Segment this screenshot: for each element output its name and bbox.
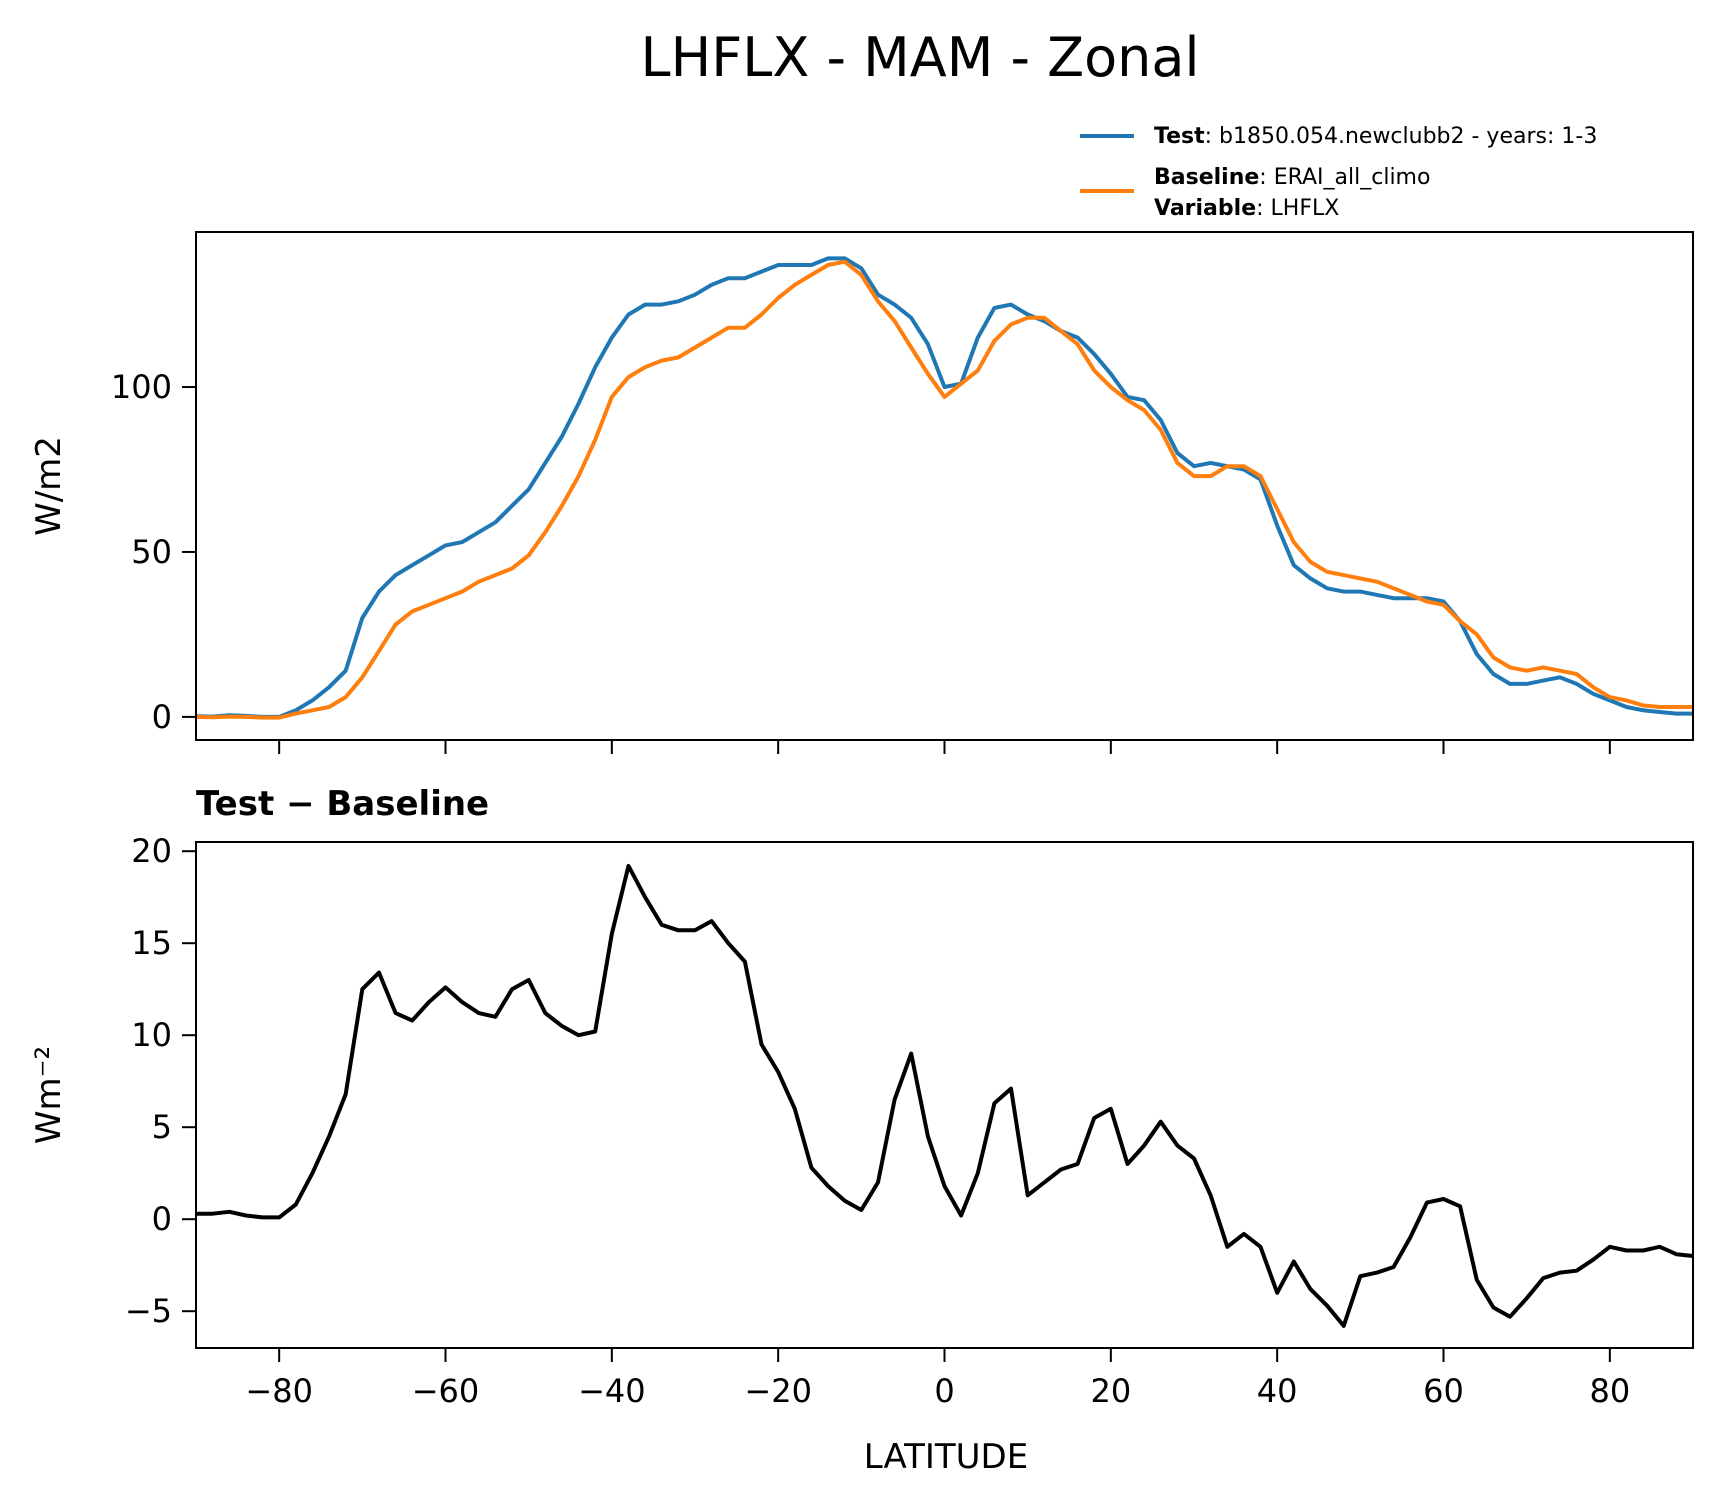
legend-variable-label: Variable: LHFLX [1154, 196, 1339, 221]
x-tick-label: 60 [1423, 1372, 1464, 1410]
x-tick-label: 20 [1090, 1372, 1131, 1410]
x-tick-label: 40 [1257, 1372, 1298, 1410]
x-tick-label: −60 [412, 1372, 480, 1410]
legend-baseline-label: Baseline: ERAI_all_climo [1154, 165, 1430, 190]
top-y-tick-label: 50 [131, 533, 172, 571]
diff-y-tick-label: −5 [125, 1292, 172, 1330]
diff-y-tick-label: 5 [152, 1108, 172, 1146]
x-axis-label: LATITUDE [864, 1437, 1028, 1477]
diff-y-tick-label: 15 [131, 924, 172, 962]
diff-y-tick-label: 20 [131, 832, 172, 870]
difference-panel: −80 −60 −40 −20 0 20 40 60 80 −5 0 5 10 15 20 Wm⁻² [29, 832, 1694, 1410]
diff-series-test-baseline-line [196, 863, 1694, 1328]
legend-baseline-key: Baseline [1154, 165, 1259, 190]
legend-variable-value: : LHFLX [1256, 196, 1339, 221]
x-tick-label: 80 [1589, 1372, 1630, 1410]
top-series-test-line [195, 256, 1693, 719]
top-series-baseline-line [195, 259, 1693, 720]
legend-test-key: Test [1154, 124, 1205, 149]
top-y-axis-label: W/m2 [29, 436, 69, 536]
x-tick-label: −80 [245, 1372, 313, 1410]
legend-baseline-value: : ERAI_all_climo [1259, 165, 1430, 190]
legend-test-value: : b1850.054.newclubb2 - years: 1-3 [1205, 124, 1598, 149]
difference-panel-title: Test − Baseline [196, 784, 489, 824]
top-y-tick-label: 100 [111, 368, 172, 406]
diff-y-tick-label: 10 [131, 1016, 172, 1054]
legend-variable-key: Variable [1154, 196, 1256, 221]
top-y-tick-label: 0 [152, 698, 172, 736]
x-tick-label: −40 [578, 1372, 646, 1410]
legend: Test: b1850.054.newclubb2 - years: 1-3 B… [1080, 124, 1597, 221]
diff-y-tick-label: 0 [152, 1200, 172, 1238]
x-tick-label: −20 [744, 1372, 812, 1410]
figure-title: LHFLX - MAM - Zonal [641, 26, 1200, 89]
top-panel: 0 50 100 W/m2 [29, 231, 1694, 754]
legend-test-label: Test: b1850.054.newclubb2 - years: 1-3 [1154, 124, 1597, 149]
diff-y-axis-label: Wm⁻² [29, 1046, 69, 1144]
x-tick-label: 0 [934, 1372, 954, 1410]
